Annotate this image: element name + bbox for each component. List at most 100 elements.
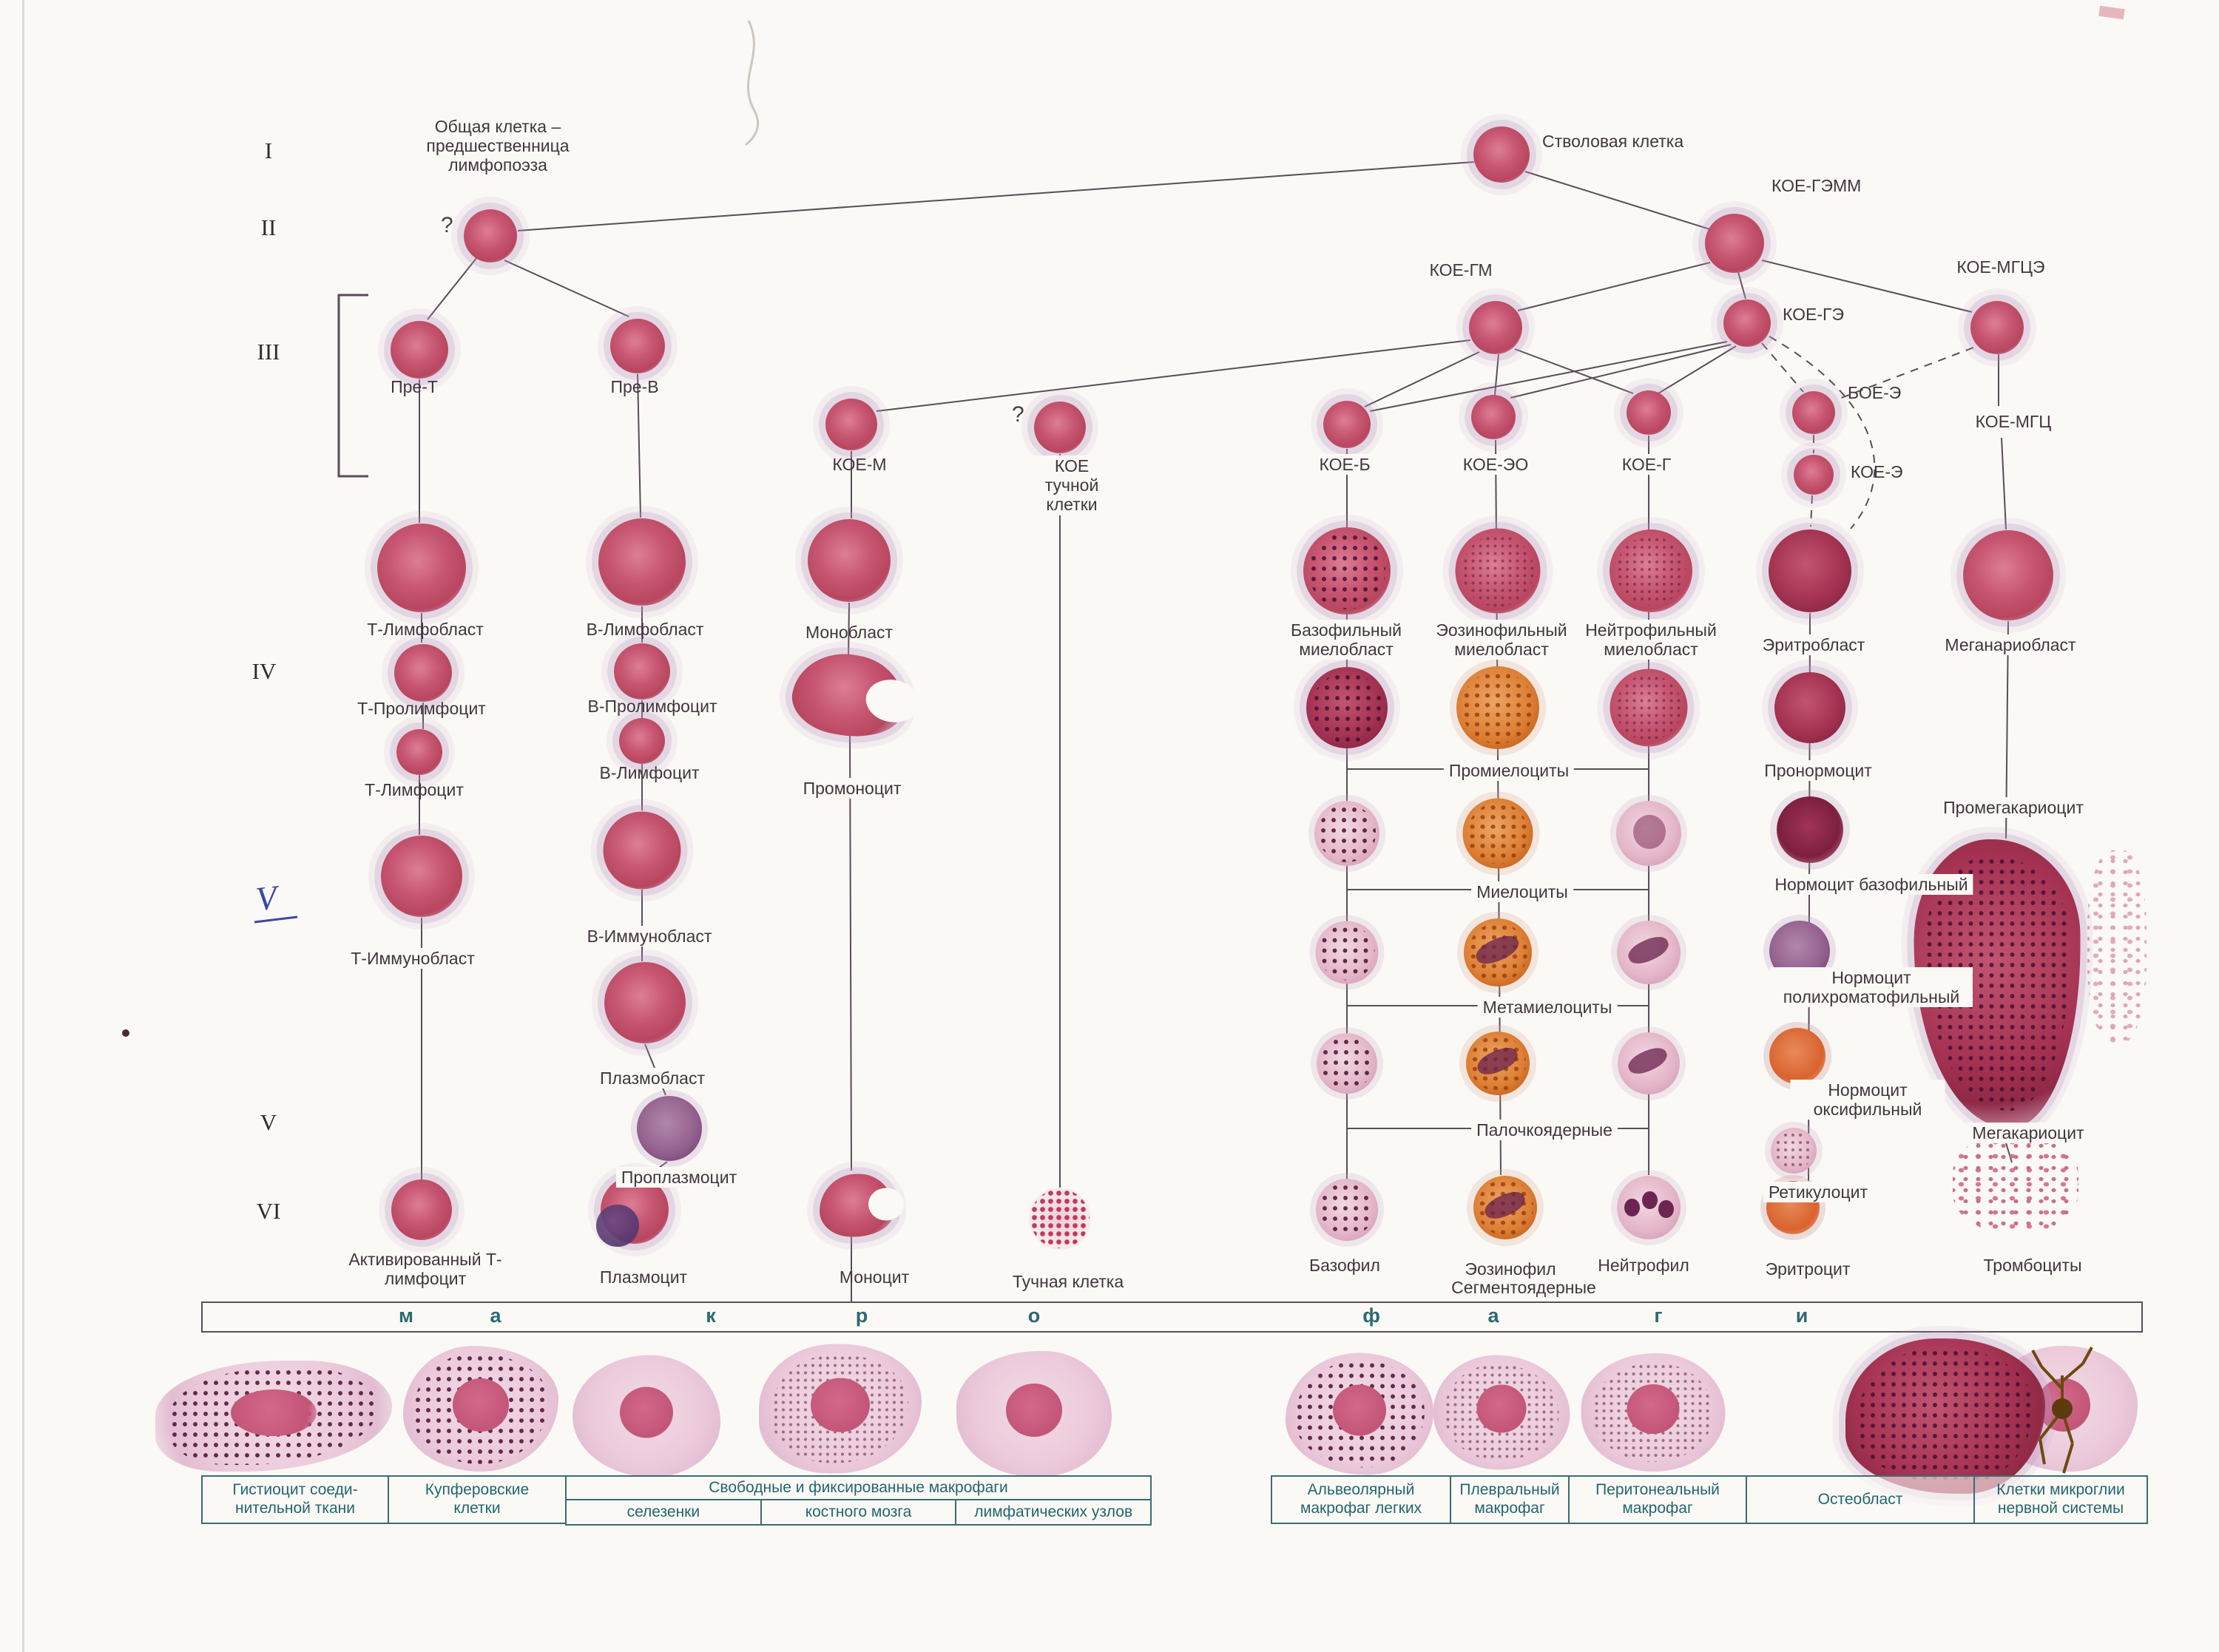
koe-mast-label: КОЕ тучной клетки bbox=[1027, 456, 1117, 515]
t-immunoblast-label: Т-Иммунобласт bbox=[345, 948, 480, 969]
normocyte-oxyphilic-label: Нормоцит оксифильный bbox=[1790, 1080, 1945, 1120]
cell-alveolar-macrophage bbox=[1286, 1353, 1433, 1475]
promyelocytes-label: Промиелоциты bbox=[1443, 760, 1575, 782]
promonocyte-label: Промоноцит bbox=[797, 778, 907, 799]
class-label-iv: IV bbox=[251, 658, 277, 684]
normocyte-polychromatophilic-label: Нормоцит полихроматофильный bbox=[1770, 967, 1973, 1008]
cell-b-lymphoblast bbox=[598, 518, 686, 606]
cell-koe-e bbox=[1794, 455, 1834, 495]
koe-mgce-label: КОЕ-МГЦЭ bbox=[1956, 257, 2045, 277]
scan-smudge-artifact bbox=[2098, 5, 2125, 20]
cell-basophil bbox=[1316, 1179, 1378, 1241]
class-label-vi: VI bbox=[256, 1198, 281, 1224]
footer-box-osteoblast-label: Остеобласт bbox=[1817, 1490, 1903, 1508]
koe-e-label: КОЕ-Э bbox=[1851, 462, 1903, 481]
t-prolymphocyte-label: Т-Пролимфоцит bbox=[357, 699, 486, 718]
erythroblast-label: Эритробласт bbox=[1757, 634, 1871, 656]
footer-sub-spleen: селезенки bbox=[626, 1503, 700, 1520]
footer-box-microglia-line1: Клетки микроглии bbox=[1996, 1481, 2125, 1499]
koe-mgc-label: КОЕ-МГЦ bbox=[1970, 411, 2057, 433]
cell-promonocyte bbox=[786, 645, 911, 745]
plasmablast-label: Плазмобласт bbox=[594, 1068, 711, 1089]
footer-box-pleural-line1: Плевральный bbox=[1459, 1481, 1560, 1499]
cell-activated-t-lymphocyte bbox=[391, 1179, 452, 1240]
cell-reticulocyte bbox=[1771, 1128, 1817, 1174]
cell-koe-gm bbox=[1469, 301, 1522, 354]
cell-pre-t bbox=[391, 321, 448, 379]
promegakaryocyte-label: Промегакариоцит bbox=[1938, 797, 2089, 819]
t-lymphoblast-label: Т-Лимфобласт bbox=[367, 620, 484, 639]
cell-proplasmocyte bbox=[637, 1096, 702, 1161]
cell-erythroblast bbox=[1769, 529, 1851, 612]
cell-eo-myelocyte bbox=[1462, 798, 1533, 869]
footer-box-kupffer-line2: клетки bbox=[453, 1500, 501, 1517]
pencil-scribble-artifact bbox=[745, 20, 760, 146]
monocyte-label: Моноцит bbox=[839, 1267, 910, 1287]
question-mark-top: ? bbox=[441, 213, 453, 237]
koe-m-label: КОЕ-М bbox=[832, 455, 887, 474]
metamyelocytes-label: Метамиелоциты bbox=[1477, 997, 1618, 1018]
cell-normocyte-oxyphilic bbox=[1769, 1028, 1825, 1084]
cell-t-prolymphocyte bbox=[394, 644, 452, 702]
footer-box-alveolar-line1: Альвеолярный bbox=[1307, 1481, 1415, 1499]
common-lymphoid-label: Общая клетка – предшественница лимфопоэз… bbox=[426, 117, 570, 175]
cell-koe-gemm bbox=[1705, 214, 1764, 273]
footer-box-kupffer-line1: Купферовские bbox=[425, 1481, 530, 1499]
footer-box-histiocyte: Гистиоцит соеди- нительной ткани bbox=[201, 1475, 389, 1524]
erythrocyte-label: Эритроцит bbox=[1765, 1259, 1851, 1279]
cell-eo-metamyelocyte bbox=[1464, 918, 1532, 986]
band-letter: а bbox=[490, 1304, 501, 1327]
cell-koe-m bbox=[825, 399, 877, 450]
baso-myeloblast-label: Базофильный миелобласт bbox=[1271, 620, 1422, 660]
reticulocyte-label: Ретикулоцит bbox=[1763, 1182, 1874, 1203]
band-letter: о bbox=[1027, 1304, 1041, 1327]
footer-sub-bone-marrow: костного мозга bbox=[760, 1500, 956, 1524]
stem-cell-label: Стволовая клетка bbox=[1542, 132, 1684, 151]
cell-neutro-myeloblast bbox=[1610, 529, 1692, 612]
footer-box-histiocyte-line1: Гистиоцит соеди- bbox=[232, 1481, 358, 1499]
cell-peritoneal-macrophage bbox=[1581, 1353, 1726, 1472]
cell-koe-eo bbox=[1471, 395, 1516, 439]
band-letter: ф bbox=[1362, 1304, 1380, 1327]
koe-g-label: КОЕ-Г bbox=[1616, 454, 1677, 475]
koe-ge-label: КОЕ-ГЭ bbox=[1783, 305, 1845, 324]
b-lymphocyte-label: В-Лимфоцит bbox=[599, 763, 700, 782]
cell-histiocyte bbox=[155, 1361, 392, 1472]
footer-box-osteoblast: Остеобласт bbox=[1746, 1475, 1975, 1524]
cell-b-lymphocyte bbox=[619, 718, 665, 764]
monoblast-label: Монобласт bbox=[805, 623, 894, 642]
cell-neutro-metamyelocyte bbox=[1617, 921, 1681, 984]
normocyte-basophilic-label: Нормоцит базофильный bbox=[1769, 874, 1973, 896]
cell-b-prolymphocyte bbox=[614, 643, 670, 700]
cell-baso-band bbox=[1317, 1033, 1377, 1094]
footer-box-microglia: Клетки микроглии нервной системы bbox=[1973, 1475, 2148, 1524]
neutro-myeloblast-label: Нейтрофильный миелобласт bbox=[1573, 620, 1729, 660]
ink-dot-artifact bbox=[122, 1029, 129, 1037]
caption-line-1: I – класс стволовых полипотентных клеток… bbox=[259, 1642, 2093, 1652]
band-letter: и bbox=[1795, 1304, 1808, 1327]
footer-sub-lymph-nodes: лимфатических узлов bbox=[955, 1500, 1150, 1524]
cell-neutro-myelocyte bbox=[1616, 801, 1681, 866]
cell-normocyte-basophilic bbox=[1777, 796, 1843, 863]
cell-eo-myeloblast bbox=[1455, 528, 1541, 614]
cell-t-immunoblast bbox=[381, 836, 462, 917]
cell-baso-myeloblast bbox=[1303, 527, 1391, 615]
band-forms-label: Палочкоядерные bbox=[1471, 1120, 1618, 1141]
footer-box-pleural-line2: макрофаг bbox=[1474, 1500, 1545, 1517]
koe-b-label: КОЕ-Б bbox=[1314, 454, 1376, 475]
footer-box-peritoneal-line2: макрофаг bbox=[1622, 1500, 1693, 1517]
cell-neutro-band bbox=[1618, 1032, 1680, 1094]
footer-box-histiocyte-line2: нительной ткани bbox=[234, 1500, 355, 1517]
cell-mast bbox=[1029, 1188, 1091, 1250]
footer-free-fixed-header: Свободные и фиксированные макрофаги bbox=[567, 1477, 1150, 1500]
handwritten-v-mark: V bbox=[254, 878, 279, 918]
cell-pre-b bbox=[610, 319, 665, 373]
pre-t-label: Пре-Т bbox=[391, 377, 438, 396]
band-letter: р bbox=[855, 1304, 868, 1327]
cell-eo-promyelocyte bbox=[1456, 666, 1539, 749]
cell-monoblast bbox=[808, 519, 891, 602]
class-label-ii: II bbox=[260, 214, 277, 240]
macrophage-band-bracket bbox=[201, 1301, 2143, 1333]
b-immunoblast-label: В-Иммунобласт bbox=[581, 926, 717, 947]
cell-koe-mgce bbox=[1970, 301, 2024, 354]
